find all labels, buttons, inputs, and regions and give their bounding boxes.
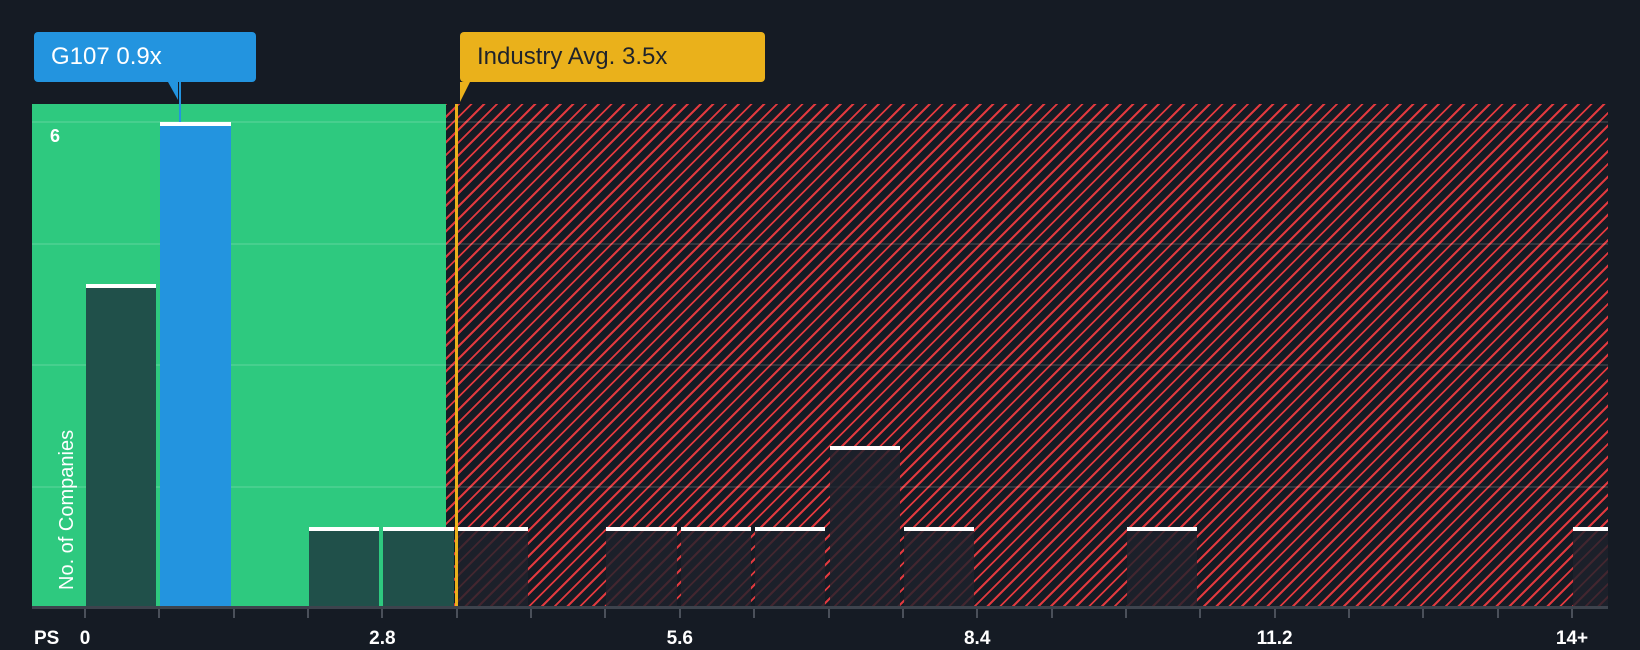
- x-tick: [530, 609, 533, 618]
- bar-cap: [383, 527, 454, 531]
- y-axis-title: No. of Companies: [56, 429, 78, 590]
- x-tick-label: 0: [79, 628, 91, 649]
- histogram-bar: [903, 527, 975, 608]
- x-tick-label: 11.2: [1256, 628, 1293, 649]
- x-tick: [1347, 609, 1350, 618]
- company-callout-pointer: [168, 82, 178, 100]
- x-tick: [158, 609, 161, 618]
- y-gridline: [32, 242, 1608, 245]
- industry-average-line: [454, 104, 458, 608]
- x-tick: [381, 609, 384, 618]
- y-gridline: [32, 364, 1608, 366]
- x-axis-name: PS: [34, 628, 60, 649]
- histogram-bar: [606, 527, 677, 608]
- histogram-bar: [829, 446, 900, 608]
- x-tick: [1273, 609, 1276, 618]
- x-tick: [678, 609, 681, 618]
- histogram-bar: [755, 527, 826, 608]
- x-axis-line: [32, 606, 1608, 609]
- x-tick: [901, 609, 904, 618]
- histogram-bar: [1573, 527, 1608, 608]
- x-tick: [1199, 609, 1202, 618]
- company-callout: G107 0.9x: [34, 32, 256, 82]
- bar-cap: [86, 284, 157, 288]
- x-tick: [976, 609, 979, 618]
- histogram-bar: [309, 527, 380, 608]
- histogram-bar: [680, 527, 752, 608]
- bar-cap: [309, 527, 380, 531]
- x-tick: [1496, 609, 1499, 618]
- histogram-bar: [86, 284, 157, 608]
- x-tick: [455, 609, 458, 618]
- bar-cap: [606, 527, 677, 531]
- x-tick: [307, 609, 310, 618]
- x-tick-label: 14+: [1555, 628, 1589, 649]
- x-tick: [1124, 609, 1127, 618]
- industry-average-callout: Industry Avg. 3.5x: [460, 32, 765, 82]
- x-tick-label: 2.8: [369, 628, 396, 649]
- industry-callout-pointer: [460, 82, 470, 102]
- bar-cap: [1573, 527, 1608, 531]
- histogram-bar: [1126, 527, 1198, 608]
- bar-cap: [680, 527, 752, 531]
- y-tick-max: 6: [50, 126, 61, 146]
- bar-cap: [903, 527, 975, 531]
- x-tick: [1571, 609, 1573, 618]
- x-tick: [232, 609, 235, 618]
- bar-cap: [755, 527, 826, 531]
- x-tick: [1422, 609, 1425, 618]
- company-callout-label: G107 0.9x: [51, 43, 162, 70]
- y-gridline: [32, 485, 1608, 488]
- x-tick-label: 5.6: [666, 628, 694, 649]
- company-bar: [160, 122, 231, 608]
- company-pointer-line: [179, 82, 181, 122]
- y-gridline: [32, 121, 1608, 123]
- industry-callout-label: Industry Avg. 3.5x: [477, 43, 668, 70]
- overvalued-zone: [446, 104, 1608, 608]
- x-tick-label: 8.4: [963, 628, 991, 649]
- bar-cap: [1126, 527, 1198, 531]
- x-tick: [753, 609, 756, 618]
- x-tick: [1050, 609, 1053, 618]
- bar-cap: [160, 122, 231, 126]
- x-tick: [827, 609, 830, 618]
- x-tick: [604, 609, 607, 618]
- histogram-bar: [457, 527, 529, 608]
- x-tick: [84, 609, 86, 618]
- histogram-bar: [383, 527, 454, 608]
- plot-area: [32, 104, 1608, 608]
- bar-cap: [457, 527, 529, 531]
- bar-cap: [829, 446, 900, 450]
